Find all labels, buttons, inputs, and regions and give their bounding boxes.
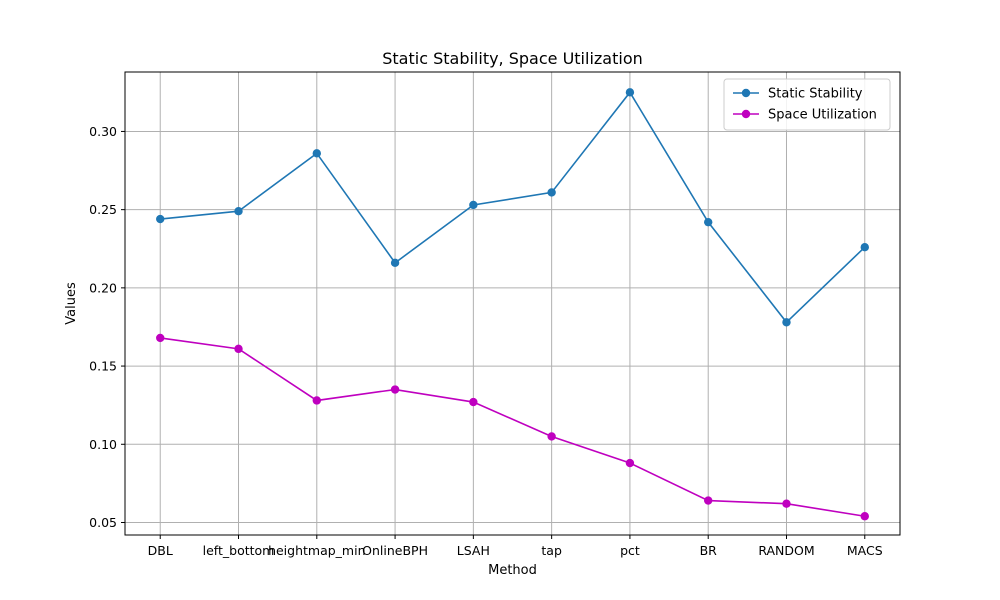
x-tick-label: pct — [620, 543, 640, 558]
x-tick-label: BR — [700, 543, 718, 558]
legend-marker — [741, 88, 751, 98]
legend-box — [723, 78, 891, 131]
data-point — [234, 344, 243, 354]
data-point — [782, 499, 791, 508]
x-tick-label: LSAH — [457, 543, 490, 558]
data-point — [390, 258, 400, 268]
x-tick-label: DBL — [148, 543, 173, 558]
data-point — [625, 88, 635, 97]
x-tick-label: MACS — [847, 543, 883, 558]
series-1 — [156, 333, 869, 521]
data-point — [547, 432, 556, 441]
data-point — [469, 397, 478, 407]
data-point — [782, 318, 791, 327]
data-point — [312, 149, 321, 158]
legend-label: Space Utilization — [768, 108, 877, 123]
y-tick-label: 0.30 — [89, 124, 117, 139]
x-tick-label: tap — [541, 543, 562, 558]
x-tick-label: RANDOM — [758, 543, 814, 558]
y-tick-label: 0.20 — [89, 280, 117, 295]
x-tick-label: heightmap_min — [268, 543, 365, 558]
plot-frame — [124, 71, 901, 536]
data-point — [234, 207, 243, 216]
x-axis-title: Method — [488, 563, 537, 578]
series-line — [160, 337, 865, 518]
x-tick-label: OnlineBPH — [362, 543, 428, 558]
data-point — [704, 496, 713, 505]
y-tick-label: 0.10 — [89, 437, 117, 452]
series-line — [160, 90, 866, 324]
data-point — [547, 188, 556, 197]
data-point — [390, 385, 400, 394]
y-tick-label: 0.15 — [89, 359, 117, 374]
legend-marker — [741, 109, 751, 119]
data-point — [156, 214, 165, 224]
y-tick-label: 0.05 — [89, 515, 117, 530]
data-point — [860, 242, 869, 252]
data-series — [156, 88, 869, 521]
data-point — [860, 512, 869, 521]
y-tick-label: 0.25 — [89, 202, 117, 217]
y-axis-title: Values — [64, 282, 79, 325]
data-point — [156, 333, 165, 343]
legend-item: Static Stability — [733, 87, 863, 102]
legend-label: Static Stability — [768, 87, 863, 102]
legend: Static Stability Space Utilization — [723, 78, 891, 131]
chart-title: Static Stability, Space Utilization — [382, 49, 643, 68]
data-point — [469, 200, 478, 210]
legend-item: Space Utilization — [733, 108, 877, 123]
data-point — [625, 458, 635, 468]
y-axis-ticks: 0.05 0.10 0.15 0.20 0.25 0.30 — [89, 124, 125, 530]
data-point — [704, 217, 713, 227]
series-0 — [156, 88, 869, 327]
x-tick-label: left_bottom — [203, 543, 275, 558]
data-point — [312, 396, 321, 405]
